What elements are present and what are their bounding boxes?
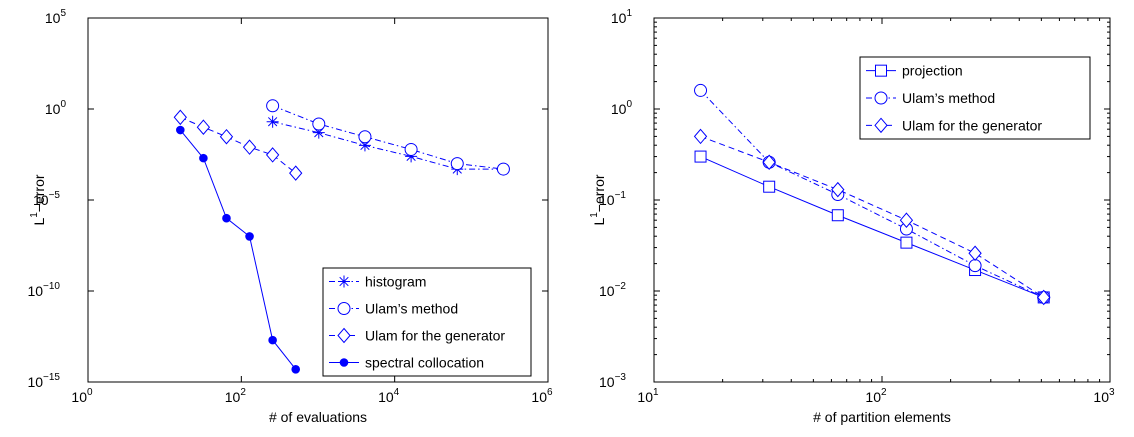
data-point [405, 150, 418, 163]
legend-marker [338, 275, 350, 288]
legend-box [859, 56, 1091, 140]
legend-marker [337, 327, 351, 344]
data-point [496, 162, 510, 176]
data-point [899, 212, 914, 228]
data-point [289, 165, 303, 181]
data-point [196, 119, 211, 135]
x-tick-label: 104 [378, 387, 400, 405]
data-point [694, 150, 707, 163]
x-tick-label: 103 [1093, 387, 1115, 405]
legend: histogram Ulam’s method Ulam for the gener… [322, 267, 532, 377]
series-line [179, 129, 297, 370]
data-point [763, 180, 776, 193]
data-point [242, 139, 257, 155]
x-tick-label: 102 [865, 387, 887, 405]
legend-box [322, 267, 532, 377]
series-1 [266, 99, 510, 176]
data-point [694, 83, 708, 97]
legend-label: histogram [365, 274, 426, 290]
legend-marker [339, 358, 349, 367]
series-2 [693, 128, 1051, 306]
legend-label: projection [902, 63, 963, 79]
y-tick-label: 10−10 [27, 281, 60, 299]
data-point [312, 126, 325, 139]
data-point [245, 232, 254, 241]
x-axis-label: # of partition elements [813, 409, 951, 425]
x-tick-label: 106 [531, 387, 553, 405]
legend-label: Ulam for the generator [902, 117, 1042, 133]
data-point [219, 128, 234, 145]
legend-label: Ulam’s method [365, 301, 458, 317]
data-point [831, 181, 845, 198]
data-point [968, 259, 982, 273]
series-line [700, 156, 1044, 298]
data-point [968, 245, 982, 262]
data-point [222, 213, 231, 223]
legend: projection Ulam’s method Ulam for the gene… [859, 56, 1091, 140]
legend-label: Ulam for the generator [365, 328, 505, 344]
y-tick-label: 10−15 [27, 372, 60, 390]
y-tick-label: 100 [45, 99, 67, 117]
data-point [199, 153, 208, 163]
data-point [268, 335, 277, 345]
legend-marker [875, 64, 887, 77]
y-tick-label: 100 [611, 99, 633, 117]
right-chart: 101 102 103 101 100 10−1 10−2 10−3 # of partitio… [589, 8, 1115, 425]
data-point [266, 99, 280, 113]
data-point [176, 125, 185, 135]
minor-ticks [654, 18, 1110, 382]
data-point [693, 128, 708, 145]
data-point [291, 364, 301, 374]
legend-marker [874, 91, 888, 105]
x-tick-label: 101 [637, 387, 659, 405]
data-point [404, 142, 418, 156]
series-line [700, 135, 1044, 298]
data-point [173, 109, 187, 126]
data-point [450, 157, 464, 171]
y-tick-label: 101 [611, 8, 633, 26]
y-tick-label: 10−1 [599, 190, 626, 208]
legend-marker [874, 117, 888, 134]
y-axis-label: L1−error [29, 174, 47, 225]
y-tick-label: 105 [45, 8, 67, 26]
data-point [831, 209, 844, 222]
legend-label: Ulam’s method [902, 90, 995, 106]
x-tick-label: 102 [225, 387, 247, 405]
series-line [700, 90, 1044, 298]
data-point [900, 236, 913, 249]
x-tick-label: 100 [71, 387, 93, 405]
data-point [358, 130, 372, 144]
y-tick-label: 10−3 [599, 372, 626, 390]
data-point [266, 115, 279, 128]
data-point [312, 117, 326, 131]
left-chart: 100 102 104 106 105 100 10−5 10−10 10−15 # of eva… [27, 8, 553, 425]
series-3 [176, 125, 301, 374]
data-point [265, 147, 280, 163]
legend-label: spectral collocation [365, 355, 484, 371]
legend-marker [337, 302, 351, 315]
data-point [762, 154, 776, 171]
data-point [1037, 289, 1051, 306]
series-line [272, 105, 504, 170]
y-axis-label: L1−error [589, 174, 607, 225]
series-line [272, 121, 504, 170]
y-tick-label: 10−2 [599, 281, 626, 299]
data-point [358, 139, 371, 152]
x-axis-label: # of evaluations [269, 409, 367, 425]
series-2 [173, 109, 303, 181]
y-tick-label: 10−5 [33, 190, 60, 208]
